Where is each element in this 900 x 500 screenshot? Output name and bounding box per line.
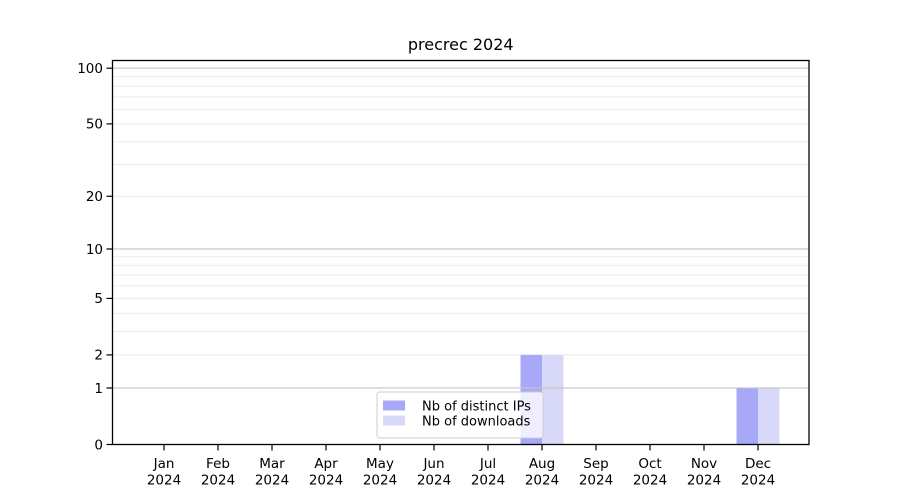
axis-ticks-and-labels: 0125102050100Jan2024Feb2024Mar2024Apr202… (77, 61, 775, 489)
y-tick-label: 0 (94, 437, 103, 453)
bar (736, 387, 758, 445)
legend-swatch (383, 415, 405, 426)
x-tick-label-month: Sep (583, 456, 608, 472)
y-tick-label: 5 (94, 291, 103, 307)
plot-border (111, 59, 810, 446)
bars (520, 354, 780, 445)
x-tick-label-month: Mar (259, 456, 285, 472)
x-tick-label-year: 2024 (579, 473, 613, 489)
x-tick-label-month: Jun (422, 456, 444, 472)
legend-label: Nb of downloads (422, 415, 531, 430)
x-tick-label-year: 2024 (741, 473, 775, 489)
major-gridlines (112, 67, 809, 389)
x-tick-label-month: Feb (206, 456, 230, 472)
legend-box (376, 391, 544, 439)
x-tick-label-year: 2024 (525, 473, 559, 489)
x-tick-label-year: 2024 (633, 473, 667, 489)
chart-title: precrec 2024 (408, 35, 514, 54)
legend-label: Nb of distinct IPs (422, 400, 531, 415)
x-tick-label-month: Aug (529, 456, 555, 472)
x-tick-label-month: Jan (153, 456, 175, 472)
x-tick-label-year: 2024 (255, 473, 289, 489)
minor-gridlines (112, 76, 809, 356)
x-tick-label-month: Nov (691, 456, 717, 472)
y-tick-label: 10 (86, 242, 103, 258)
y-tick-label: 1 (94, 381, 103, 397)
x-tick-label-year: 2024 (363, 473, 397, 489)
x-tick-label-year: 2024 (201, 473, 235, 489)
x-tick-label-year: 2024 (147, 473, 181, 489)
plot-frame (111, 59, 810, 446)
x-tick-label-year: 2024 (687, 473, 721, 489)
legend-swatch (383, 400, 405, 411)
x-tick-label-year: 2024 (417, 473, 451, 489)
x-tick-label-month: May (366, 456, 394, 472)
bar (542, 354, 564, 445)
x-tick-label-year: 2024 (309, 473, 343, 489)
y-tick-label: 100 (77, 61, 103, 77)
y-tick-label: 2 (94, 348, 103, 364)
x-tick-label-month: Apr (314, 456, 338, 472)
x-tick-label-month: Jul (479, 456, 496, 472)
y-tick-label: 50 (86, 117, 103, 133)
x-tick-label-month: Dec (745, 456, 771, 472)
x-tick-label-month: Oct (638, 456, 661, 472)
x-tick-label-year: 2024 (471, 473, 505, 489)
y-tick-label: 20 (86, 189, 103, 205)
bar (758, 387, 780, 445)
